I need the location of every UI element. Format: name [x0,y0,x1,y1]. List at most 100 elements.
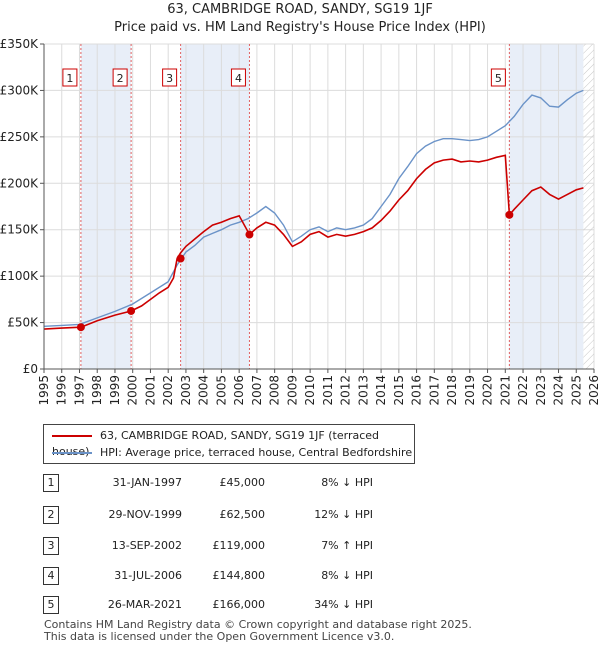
transaction-date: 13-SEP-2002 [111,539,182,552]
x-tick-label: 2016 [410,375,424,406]
ownership-shade [180,44,250,369]
x-tick-label: 2004 [197,375,211,406]
sale-point [245,230,254,239]
price-chart: 1 2 3 4 5 £0 £50K £100K £150K £200K £250K £300K £350… [0,37,600,406]
table-row: 4 31-JUL-2006 £144,800 8% ↓ HPI [0,567,600,585]
x-tick-label: 2012 [339,375,353,406]
ownership-shade [80,44,132,369]
marker-box [490,68,506,87]
x-tick-label: 1997 [72,375,86,406]
plot-area [44,44,594,369]
x-tick-label: 2005 [214,375,228,406]
transaction-date: 26-MAR-2021 [107,598,182,611]
chart-title: 63, CAMBRIDGE ROAD, SANDY, SG19 1JF [167,2,433,17]
sale-point [76,323,85,332]
x-tick-label: 2020 [481,375,495,406]
legend-hpi-line [52,452,92,454]
y-tick-label: £0 [23,362,38,376]
legend-property-line [52,435,92,437]
legend-item-hpi: HPI: Average price, terraced house, Cent… [52,445,412,461]
marker-label: 5 [495,72,502,85]
y-tick-label: £350K [0,37,39,51]
x-tick-label: 2003 [179,375,193,406]
y-tick-label: £150K [0,223,39,237]
marker-label: 2 [117,72,124,85]
x-tick-label: 2011 [321,375,335,406]
marker-box [230,68,246,87]
x-tick-label: 2022 [516,375,530,406]
y-tick-label: £50K [7,316,39,330]
marker-box [62,68,78,87]
x-tick-label: 2001 [143,375,157,406]
x-tick-label: 2026 [587,375,600,406]
y-tick-label: £100K [0,269,39,283]
x-tick-label: 2023 [534,375,548,406]
transaction-date: 31-JUL-2006 [114,569,182,582]
marker-label: 3 [166,72,173,85]
x-tick-label: 2008 [268,375,282,406]
transaction-hpi-diff: 12% ↓ HPI [314,508,373,521]
marker-box [162,68,178,87]
chart-subtitle: Price paid vs. HM Land Registry's House … [114,20,486,35]
x-tick-label: 1998 [90,375,104,406]
x-tick-label: 2019 [463,375,477,406]
transaction-price: £119,000 [212,539,266,552]
transaction-hpi-diff: 8% ↓ HPI [321,476,373,489]
x-tick-label: 2018 [445,375,459,406]
transaction-number: 3 [43,537,59,555]
transaction-number: 2 [43,506,59,524]
sale-point [176,254,185,263]
transaction-number: 5 [43,596,59,614]
x-tick-label: 2014 [374,375,388,406]
x-tick-label: 2013 [356,375,370,406]
y-tick-label: £250K [0,130,39,144]
table-row: 2 29-NOV-1999 £62,500 12% ↓ HPI [0,506,600,524]
x-tick-label: 2007 [250,375,264,406]
marker-label: 1 [66,72,73,85]
legend-property-label: 63, CAMBRIDGE ROAD, SANDY, SG19 1JF (ter… [52,429,380,458]
transaction-price: £166,000 [212,598,266,611]
x-tick-label: 1995 [37,375,51,406]
transaction-price: £144,800 [212,569,266,582]
y-tick-label: £200K [0,176,39,190]
table-row: 1 31-JAN-1997 £45,000 8% ↓ HPI [0,474,600,492]
transaction-hpi-diff: 8% ↓ HPI [321,569,373,582]
x-tick-label: 2000 [126,375,140,406]
transaction-date: 29-NOV-1999 [108,508,182,521]
footer-copyright: Contains HM Land Registry data © Crown c… [44,618,472,631]
transaction-hpi-diff: 34% ↓ HPI [314,598,373,611]
marker-label: 4 [235,72,242,85]
x-tick-label: 2017 [427,375,441,406]
chart-legend: 63, CAMBRIDGE ROAD, SANDY, SG19 1JF (ter… [43,424,415,464]
footer-license: This data is licensed under the Open Gov… [44,630,395,643]
hpi-line [43,89,584,327]
x-tick-label: 2010 [303,375,317,406]
transaction-number: 1 [43,474,59,492]
x-tick-label: 2021 [498,375,512,406]
x-tick-label: 2015 [392,375,406,406]
legend-hpi-label: HPI: Average price, terraced house, Cent… [100,446,413,459]
x-tick-label: 2002 [161,375,175,406]
transaction-price: £45,000 [219,476,266,489]
table-row: 5 26-MAR-2021 £166,000 34% ↓ HPI [0,596,600,614]
y-tick-label: £300K [0,83,39,97]
marker-box [112,68,128,87]
x-tick-label: 2006 [232,375,246,406]
property-price-line [43,154,584,330]
x-tick-label: 2025 [569,375,583,406]
x-tick-label: 1999 [108,375,122,406]
x-tick-label: 2024 [552,375,566,406]
sale-point [127,306,136,315]
future-hatch [583,44,594,369]
table-row: 3 13-SEP-2002 £119,000 7% ↑ HPI [0,537,600,555]
ownership-shade [509,44,584,369]
sale-point [505,210,514,219]
transaction-date: 31-JAN-1997 [112,476,182,489]
transaction-price: £62,500 [219,508,266,521]
footer: Contains HM Land Registry data © Crown c… [44,619,472,643]
transaction-number: 4 [43,567,59,585]
x-tick-label: 2009 [285,375,299,406]
x-tick-label: 1996 [55,375,69,406]
transaction-hpi-diff: 7% ↑ HPI [321,539,373,552]
legend-item-property: 63, CAMBRIDGE ROAD, SANDY, SG19 1JF (ter… [52,428,414,458]
